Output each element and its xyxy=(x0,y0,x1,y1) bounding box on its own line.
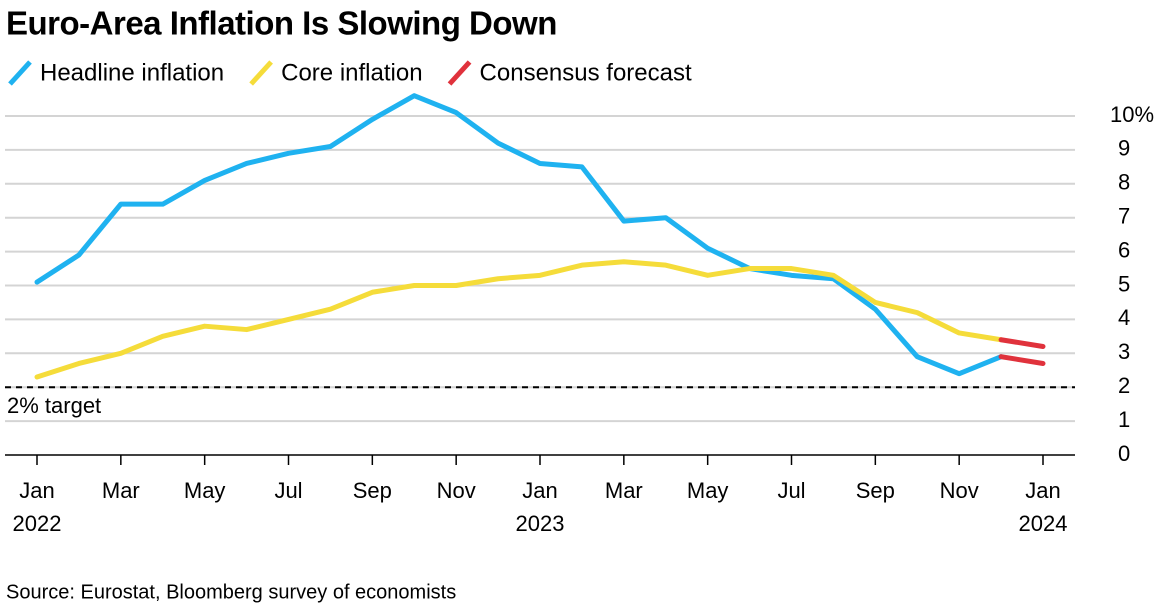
x-tick-label: May xyxy=(687,478,729,503)
y-tick-label: 6 xyxy=(1118,237,1130,262)
y-tick-label: 8 xyxy=(1118,170,1130,195)
x-tick-label: Jan xyxy=(522,478,557,503)
legend-swatch xyxy=(447,60,472,86)
x-year-label: 2023 xyxy=(516,511,565,536)
chart-title: Euro-Area Inflation Is Slowing Down xyxy=(6,5,557,42)
x-tick-label: Mar xyxy=(605,478,643,503)
y-tick-label: 10% xyxy=(1110,102,1154,127)
source: Source: Eurostat, Bloomberg survey of ec… xyxy=(6,581,456,603)
x-tick-label: Jul xyxy=(274,478,302,503)
y-tick-label: 5 xyxy=(1118,271,1130,296)
y-tick-label: 9 xyxy=(1118,136,1130,161)
x-tick-label: Sep xyxy=(856,478,895,503)
x-tick-label: Jan xyxy=(19,478,54,503)
y-tick-label: 2 xyxy=(1118,373,1130,398)
y-tick-label: 4 xyxy=(1118,305,1130,330)
series-line xyxy=(34,93,1004,377)
series-line xyxy=(34,259,1004,380)
target-label: 2% target xyxy=(7,393,101,418)
y-tick-label: 7 xyxy=(1118,204,1130,229)
y-tick-label: 3 xyxy=(1118,339,1130,364)
x-year-label: 2022 xyxy=(13,511,62,536)
legend-swatch xyxy=(249,60,273,86)
y-tick-label: 0 xyxy=(1118,441,1130,466)
legend-label: Core inflation xyxy=(281,59,422,86)
x-tick-label: Mar xyxy=(102,478,140,503)
legend-label: Consensus forecast xyxy=(480,59,692,86)
forecast-line xyxy=(998,354,1046,366)
x-year-label: 2024 xyxy=(1019,511,1068,536)
x-tick-label: Sep xyxy=(353,478,392,503)
x-tick-label: Nov xyxy=(437,478,476,503)
y-tick-label: 1 xyxy=(1118,407,1130,432)
legend-swatch xyxy=(8,60,32,86)
legend-label: Headline inflation xyxy=(40,59,224,86)
forecast-line xyxy=(998,337,1046,350)
x-tick-label: Nov xyxy=(940,478,979,503)
x-tick-label: May xyxy=(184,478,226,503)
x-tick-label: Jan xyxy=(1025,478,1060,503)
x-tick-label: Jul xyxy=(777,478,805,503)
